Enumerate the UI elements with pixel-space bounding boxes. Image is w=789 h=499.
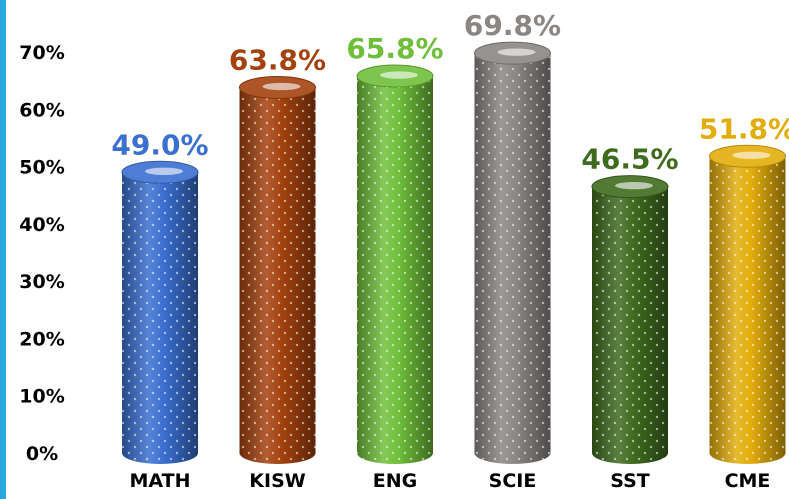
data-label: 69.8% (464, 9, 561, 42)
data-label: 63.8% (229, 44, 326, 77)
y-tick-label: 70% (19, 42, 64, 64)
bar-eng: 65.8% (346, 32, 444, 464)
bar-dot-texture (709, 156, 786, 465)
y-tick-label: 60% (19, 99, 64, 121)
bar-top-highlight (497, 48, 536, 56)
bar-dot-texture (592, 186, 668, 464)
data-label: 51.8% (699, 112, 789, 145)
y-axis: 0% 10% 20% 30% 40% 50% 60% 70% (19, 42, 64, 465)
bars: 49.0% 63.8% 65.8% 69.8% 46.5% 51.8% (111, 9, 789, 465)
left-accent-bar (0, 0, 6, 499)
x-axis: MATH KISW ENG SCIE SST CME (130, 470, 771, 492)
x-tick-label: KISW (249, 470, 305, 492)
x-tick-label: SST (610, 470, 650, 492)
bar-cme: 51.8% (699, 112, 789, 465)
bar-scie: 69.8% (464, 9, 561, 465)
data-label: 46.5% (581, 143, 678, 176)
bar-top-highlight (615, 181, 653, 190)
bar-math: 49.0% (111, 128, 209, 465)
x-tick-label: CME (725, 470, 771, 492)
y-tick-label: 50% (19, 157, 64, 179)
y-tick-label: 10% (19, 386, 64, 408)
y-tick-label: 30% (19, 271, 64, 293)
bar-dot-texture (239, 87, 316, 464)
y-tick-label: 0% (26, 443, 58, 465)
bar-sst: 46.5% (581, 143, 679, 464)
bar-top-highlight (262, 82, 301, 91)
bar-dot-texture (122, 172, 198, 465)
bar-dot-texture (357, 76, 433, 464)
data-label: 65.8% (346, 32, 443, 65)
x-tick-label: MATH (130, 470, 191, 492)
y-tick-label: 20% (19, 328, 64, 350)
x-tick-label: ENG (373, 470, 417, 492)
bar-top-highlight (732, 151, 771, 159)
y-tick-label: 40% (19, 214, 64, 236)
data-label: 49.0% (111, 128, 208, 161)
bar-dot-texture (474, 53, 551, 465)
bar-top-highlight (145, 167, 183, 175)
bar-top-highlight (380, 71, 418, 79)
bar-kisw: 63.8% (229, 44, 326, 464)
x-tick-label: SCIE (489, 470, 537, 492)
